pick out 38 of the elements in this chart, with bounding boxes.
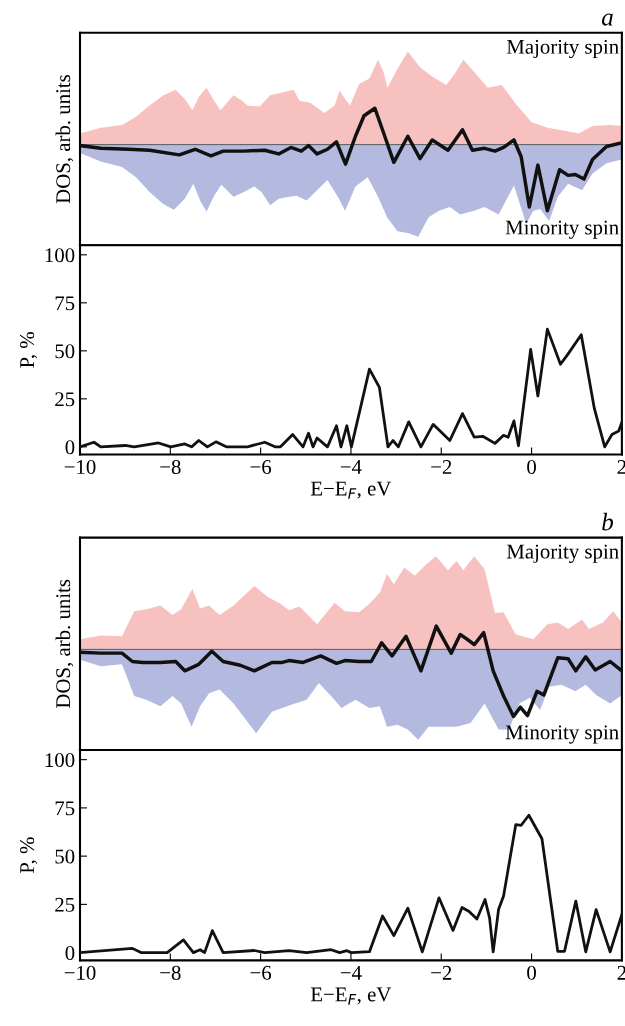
x-tick-label: −8: [160, 459, 181, 475]
x-tick-label: −6: [250, 460, 272, 475]
x-tick-label: −10: [64, 459, 96, 475]
y-tick-label: 25: [55, 897, 75, 912]
x-tick-label: −4: [340, 460, 362, 474]
x-tick-label: 0: [527, 459, 536, 475]
annotation: Minority spin: [505, 220, 619, 239]
x-tick-label: −8: [160, 965, 181, 980]
y-tick-label: 75: [55, 296, 75, 311]
y-tick-label: 0: [65, 440, 75, 455]
x-tick-label: −2: [431, 965, 452, 980]
x-axis-title: E−E$_{F}$, eV: [310, 481, 392, 499]
x-tick-label: −10: [64, 965, 96, 980]
y-axis-title: P, %: [20, 332, 38, 368]
x-tick-label: −6: [250, 965, 272, 980]
y-axis-title: DOS, arb. units: [55, 579, 74, 709]
chart-title: b: [602, 512, 613, 531]
annotation: Minority spin: [505, 725, 619, 744]
x-tick-label: 0: [527, 965, 536, 980]
y-tick-label: 100: [45, 753, 75, 768]
y-tick-label: 75: [55, 801, 75, 816]
y-tick-label: 100: [45, 248, 75, 263]
y-tick-label: 50: [55, 849, 75, 864]
y-tick-label: 25: [55, 392, 75, 407]
annotation: Majority spin: [506, 544, 619, 563]
line-series: [80, 327, 622, 449]
chart-title: a: [601, 13, 613, 26]
x-axis-title: E−E$_{F}$, eV: [310, 987, 392, 1005]
y-axis-title: DOS, arb. units: [55, 74, 74, 204]
y-tick-label: 50: [55, 344, 75, 359]
annotation: Majority spin: [506, 39, 619, 59]
x-tick-label: −4: [340, 965, 362, 980]
x-tick-label: 2: [617, 460, 625, 474]
x-tick-label: −2: [431, 460, 452, 474]
y-tick-label: 0: [65, 945, 75, 961]
line-series: [80, 813, 622, 955]
y-axis-title: P, %: [20, 837, 38, 874]
x-tick-label: 2: [617, 965, 625, 980]
